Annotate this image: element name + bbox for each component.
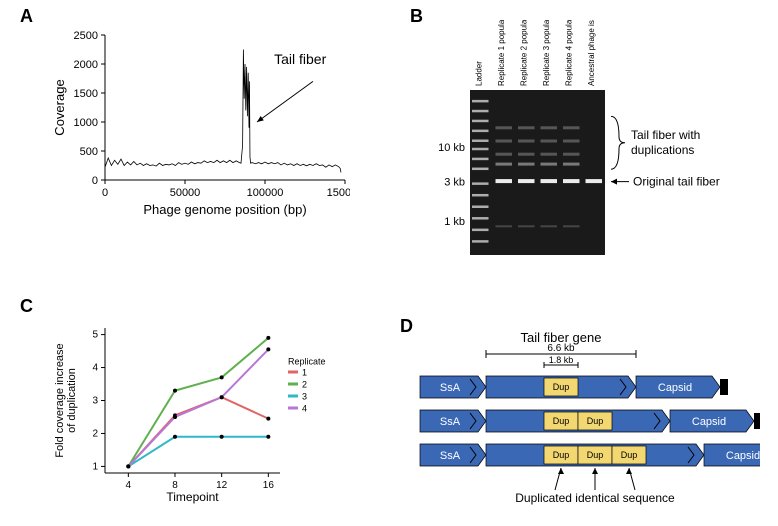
x-axis-label: Phage genome position (bp) — [143, 202, 306, 217]
coverage-chart: 0 50000 100000 150000 0 500 1000 1500 2000 2500 Ph… — [50, 20, 350, 220]
y-tick: 1500 — [74, 88, 98, 100]
gel-image: Ladder Replicate 1 population Replicate 2 … — [420, 20, 750, 280]
data-point — [173, 389, 177, 393]
fold-coverage-chart: 48121612345TimepointFold coverage increa… — [50, 320, 340, 505]
x-tick: 50000 — [170, 187, 201, 199]
data-point — [266, 417, 270, 421]
diagram-caption: Duplicated identical sequence — [515, 491, 675, 505]
dup-label: Dup — [587, 450, 604, 460]
y-tick: 500 — [80, 146, 98, 158]
coverage-line — [105, 50, 341, 173]
y-tick: 2000 — [74, 59, 98, 71]
x-tick: 150000 — [327, 187, 350, 199]
dup-label: Dup — [553, 416, 570, 426]
size-main: 6.6 kb — [547, 343, 575, 354]
gel-background — [470, 90, 605, 255]
y-tick: 3 — [92, 396, 98, 407]
annotation-text: Tail fiber — [274, 51, 326, 67]
dup-label: Dup — [553, 382, 570, 392]
dup-label: Dup — [587, 416, 604, 426]
gene-label: SsA — [440, 382, 461, 394]
size-dup: 1.8 kb — [549, 355, 574, 365]
legend-item: 3 — [302, 392, 307, 402]
gene-label: SsA — [440, 416, 461, 428]
size-label: 10 kb — [438, 142, 465, 154]
y-tick: 1 — [92, 461, 98, 472]
data-point — [220, 395, 224, 399]
y-tick: 4 — [92, 363, 98, 374]
data-point — [126, 464, 130, 468]
legend-item: 4 — [302, 404, 307, 414]
y-tick: 2 — [92, 428, 98, 439]
lane-label: Ancestral phage isolate — [587, 20, 596, 86]
series-line — [128, 437, 268, 467]
x-tick: 16 — [263, 480, 275, 491]
lane-label: Ladder — [474, 61, 483, 86]
data-point — [173, 415, 177, 419]
panel-a-label: A — [20, 6, 33, 27]
lane-label: Replicate 4 population — [564, 20, 573, 86]
y-tick: 0 — [92, 175, 98, 187]
data-point — [266, 336, 270, 340]
y-tick: 5 — [92, 330, 98, 341]
x-tick: 0 — [102, 187, 108, 199]
legend-item: 2 — [302, 380, 307, 390]
y-tick: 2500 — [74, 30, 98, 42]
y-axis-label: Coverage — [52, 79, 67, 135]
lane-label: Replicate 1 population — [497, 20, 506, 86]
arrow-annotation: Original tail fiber — [633, 175, 720, 189]
brace-annotation: duplications — [631, 143, 694, 157]
data-point — [266, 435, 270, 439]
x-tick: 4 — [126, 480, 132, 491]
x-tick: 100000 — [247, 187, 284, 199]
size-label: 1 kb — [444, 216, 465, 228]
gene-diagram: Tail fiber gene6.6 kb1.8 kbSsADupCapsidS… — [410, 330, 760, 515]
brace-annotation: Tail fiber with — [631, 128, 700, 142]
gene-label: SsA — [440, 450, 461, 462]
gene-label: Capsid — [692, 416, 726, 428]
data-point — [173, 435, 177, 439]
legend-title: Replicate — [288, 357, 326, 367]
y-tick: 1000 — [74, 117, 98, 129]
size-label: 3 kb — [444, 176, 465, 188]
data-point — [220, 435, 224, 439]
x-axis-label: Timepoint — [166, 490, 219, 504]
y-axis-label: of duplication — [66, 368, 78, 433]
panel-c-label: C — [20, 296, 33, 317]
gene-label: Capsid — [726, 450, 760, 462]
gene-label: Capsid — [658, 382, 692, 394]
dup-label: Dup — [553, 450, 570, 460]
lane-label: Replicate 2 population — [519, 20, 528, 86]
series-line — [128, 338, 268, 467]
data-point — [266, 347, 270, 351]
lane-label: Replicate 3 population — [542, 20, 551, 86]
legend-item: 1 — [302, 368, 307, 378]
dup-label: Dup — [621, 450, 638, 460]
y-axis-label: Fold coverage increase — [54, 343, 66, 457]
data-point — [220, 375, 224, 379]
